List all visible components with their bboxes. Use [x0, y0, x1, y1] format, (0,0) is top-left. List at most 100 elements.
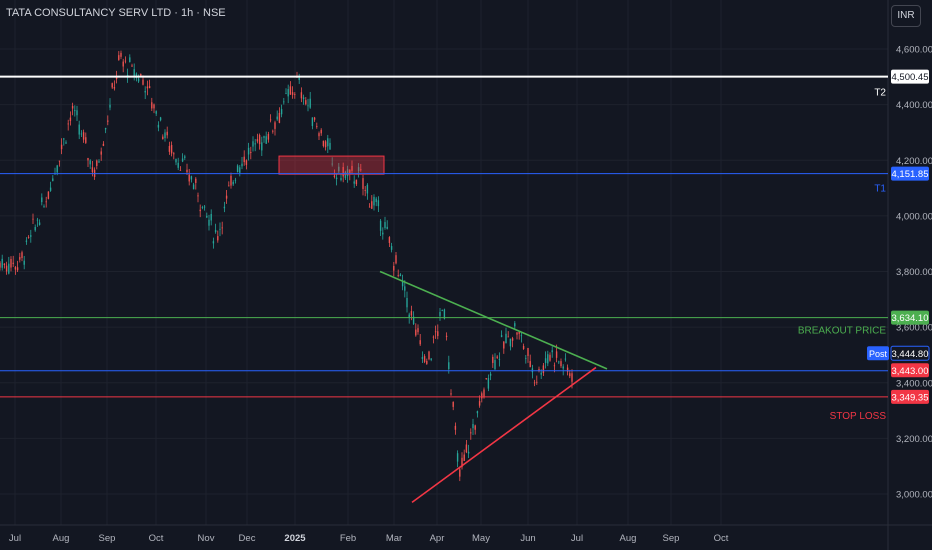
candle-body	[173, 153, 175, 155]
candle-body	[190, 176, 193, 180]
candle-body	[357, 167, 360, 171]
candle-body	[133, 69, 135, 77]
candle-body	[60, 144, 63, 150]
candle-body	[500, 335, 503, 338]
candle-body	[276, 116, 278, 120]
candle-body	[41, 197, 43, 203]
candle-body	[307, 105, 309, 107]
candle-body	[525, 357, 527, 359]
candle-body	[404, 286, 406, 291]
candle-body	[274, 122, 276, 129]
candle-body	[445, 335, 448, 337]
candle-body	[111, 83, 113, 88]
candle-body	[452, 401, 454, 407]
candle-body	[566, 367, 569, 372]
candle-body	[397, 275, 399, 277]
candle-body	[120, 52, 122, 57]
candle-body	[254, 143, 256, 145]
candle-body	[144, 90, 146, 93]
candle-body	[104, 127, 107, 130]
candle-body	[406, 298, 408, 308]
candle-body	[168, 145, 171, 152]
candle-body	[529, 361, 531, 368]
candle-body	[540, 372, 542, 375]
candle-body	[505, 333, 507, 344]
candle-body	[252, 141, 254, 147]
y-tick-label: 4,200.00	[896, 156, 932, 167]
candle-body	[335, 177, 338, 180]
candle-body	[474, 425, 476, 430]
candle-body	[289, 86, 292, 95]
candle-body	[465, 444, 468, 453]
candle-body	[463, 454, 465, 461]
y-tick-label: 3,000.00	[896, 490, 932, 501]
candle-body	[558, 361, 560, 363]
candle-body	[230, 175, 232, 186]
candle-body	[360, 169, 362, 171]
candle-body	[423, 356, 426, 362]
trendline-resistance	[379, 270, 608, 370]
candle-body	[503, 341, 505, 349]
candle-body	[210, 214, 212, 221]
candle-body	[415, 329, 417, 336]
candle-body	[63, 138, 65, 140]
currency-button[interactable]: INR	[891, 5, 921, 27]
candle-body	[366, 184, 369, 194]
price-tag-breakout-price-bg	[891, 310, 929, 325]
candle-body	[100, 151, 102, 155]
candle-body	[430, 358, 432, 360]
candle-body	[280, 109, 283, 115]
candle-body	[148, 86, 151, 89]
candle-body	[456, 453, 459, 462]
candle-body	[212, 241, 215, 244]
candle-body	[364, 190, 366, 191]
candle-body	[571, 373, 573, 382]
candle-body	[467, 451, 470, 454]
candle-body	[140, 74, 142, 76]
candle-body	[155, 111, 157, 114]
candle-body	[74, 110, 76, 112]
candle-body	[379, 220, 382, 231]
candle-body	[507, 336, 509, 338]
candle-body	[96, 160, 98, 166]
supply-zone-box	[278, 155, 385, 175]
candle-body	[393, 266, 395, 271]
candle-body	[98, 161, 100, 163]
candle-body	[518, 331, 520, 334]
candle-body	[261, 142, 263, 151]
candle-body	[267, 134, 270, 140]
candle-body	[102, 143, 105, 146]
candle-body	[153, 104, 155, 109]
candle-body	[131, 65, 133, 67]
candle-body	[459, 469, 461, 477]
candle-body	[166, 131, 168, 136]
candle-body	[551, 350, 553, 353]
candle-body	[137, 78, 140, 82]
candle-body	[25, 240, 28, 242]
candle-body	[56, 165, 58, 173]
candle-body	[245, 160, 248, 165]
candle-body	[236, 165, 239, 173]
candle-body	[8, 263, 10, 274]
candle-body	[324, 141, 327, 148]
price-tag-breakout-price: 3,634.10	[892, 313, 929, 324]
candle-body	[371, 201, 373, 209]
candle-body	[492, 356, 494, 363]
candle-body	[388, 237, 391, 243]
candle-body	[184, 156, 186, 158]
candle-body	[228, 185, 230, 187]
candle-body	[481, 393, 483, 399]
x-tick-label: Jun	[520, 533, 535, 544]
candle-body	[302, 97, 305, 100]
candle-body	[421, 357, 424, 359]
candle-body	[283, 101, 285, 103]
candle-body	[338, 166, 340, 172]
candle-body	[175, 159, 177, 163]
candle-body	[434, 331, 437, 333]
candle-body	[309, 98, 311, 108]
candle-body	[368, 206, 371, 208]
candle-body	[58, 160, 61, 162]
candle-body	[181, 158, 184, 162]
candle-body	[32, 218, 34, 220]
